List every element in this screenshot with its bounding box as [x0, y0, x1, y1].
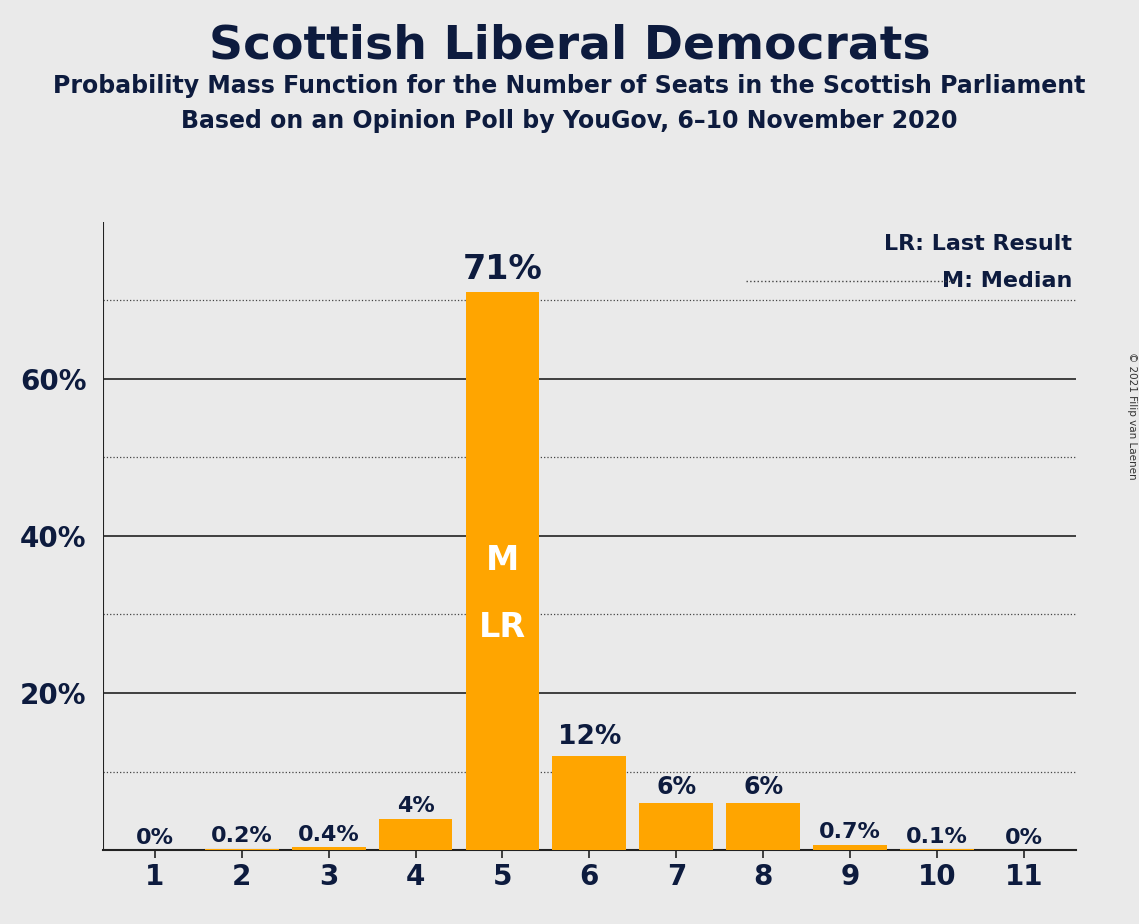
Text: 12%: 12%: [558, 723, 621, 749]
Text: 0.7%: 0.7%: [819, 822, 882, 843]
Bar: [813, 845, 887, 850]
Text: Based on an Opinion Poll by YouGov, 6–10 November 2020: Based on an Opinion Poll by YouGov, 6–10…: [181, 109, 958, 133]
Text: © 2021 Filip van Laenen: © 2021 Filip van Laenen: [1126, 352, 1137, 480]
Text: 0%: 0%: [136, 828, 173, 847]
Text: 0%: 0%: [1006, 828, 1043, 847]
Text: 6%: 6%: [656, 775, 696, 799]
Text: M: M: [486, 543, 519, 577]
Text: 0.2%: 0.2%: [211, 826, 272, 846]
Bar: [378, 819, 452, 850]
Text: 71%: 71%: [462, 253, 542, 286]
Text: LR: Last Result: LR: Last Result: [884, 234, 1072, 253]
Text: M: Median: M: Median: [942, 271, 1072, 291]
Text: LR: LR: [478, 611, 526, 643]
Text: Scottish Liberal Democrats: Scottish Liberal Democrats: [208, 23, 931, 68]
Text: 0.4%: 0.4%: [297, 824, 360, 845]
Bar: [205, 848, 279, 850]
Text: 6%: 6%: [744, 775, 784, 799]
Text: 4%: 4%: [396, 796, 434, 816]
Bar: [639, 803, 713, 850]
Bar: [552, 756, 626, 850]
Text: Probability Mass Function for the Number of Seats in the Scottish Parliament: Probability Mass Function for the Number…: [54, 74, 1085, 98]
Bar: [466, 292, 540, 850]
Text: 0.1%: 0.1%: [907, 827, 968, 847]
Bar: [292, 847, 366, 850]
Bar: [727, 803, 801, 850]
